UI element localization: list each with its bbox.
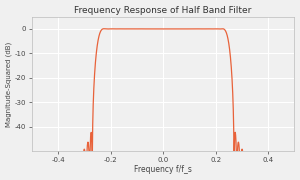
X-axis label: Frequency f/f_s: Frequency f/f_s xyxy=(134,165,192,174)
Y-axis label: Magnitude-Squared (dB): Magnitude-Squared (dB) xyxy=(6,41,12,127)
Title: Frequency Response of Half Band Filter: Frequency Response of Half Band Filter xyxy=(74,6,252,15)
